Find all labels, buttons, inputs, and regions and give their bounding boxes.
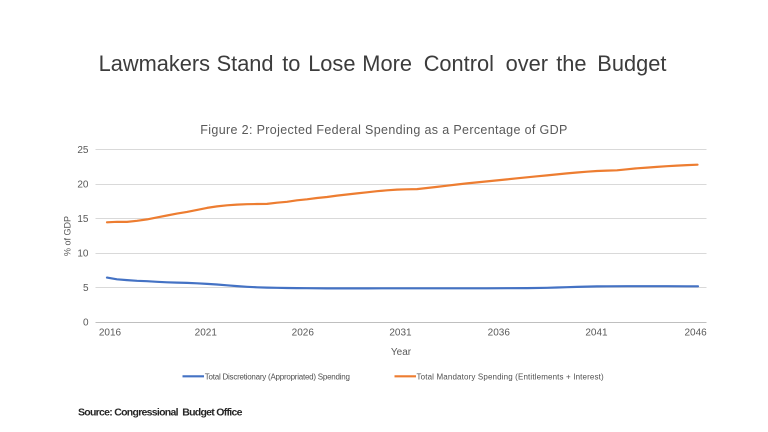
svg-text:25: 25 bbox=[77, 145, 89, 156]
svg-text:20: 20 bbox=[77, 180, 89, 191]
svg-text:0: 0 bbox=[83, 318, 89, 329]
svg-text:Figure 2: Projected Federal Sp: Figure 2: Projected Federal Spending as … bbox=[200, 123, 567, 137]
svg-text:Total Mandatory Spending (Enti: Total Mandatory Spending (Entitlements +… bbox=[417, 372, 605, 381]
svg-text:2046: 2046 bbox=[684, 327, 707, 338]
svg-text:5: 5 bbox=[83, 283, 89, 294]
svg-text:% of GDP: % of GDP bbox=[63, 216, 73, 256]
svg-text:15: 15 bbox=[77, 214, 89, 225]
svg-text:2021: 2021 bbox=[195, 327, 218, 338]
svg-text:2026: 2026 bbox=[292, 327, 315, 338]
svg-text:Source: Congressional Budget: Source: Congressional Budget Office bbox=[78, 407, 243, 419]
svg-text:2041: 2041 bbox=[585, 327, 608, 338]
svg-text:2031: 2031 bbox=[389, 327, 412, 338]
svg-text:Year: Year bbox=[391, 347, 412, 358]
svg-text:2016: 2016 bbox=[99, 327, 122, 338]
svg-text:Total Discretionary (Appropria: Total Discretionary (Appropriated) Spend… bbox=[205, 372, 350, 381]
svg-text:2036: 2036 bbox=[488, 327, 511, 338]
svg-text:10: 10 bbox=[77, 249, 89, 260]
